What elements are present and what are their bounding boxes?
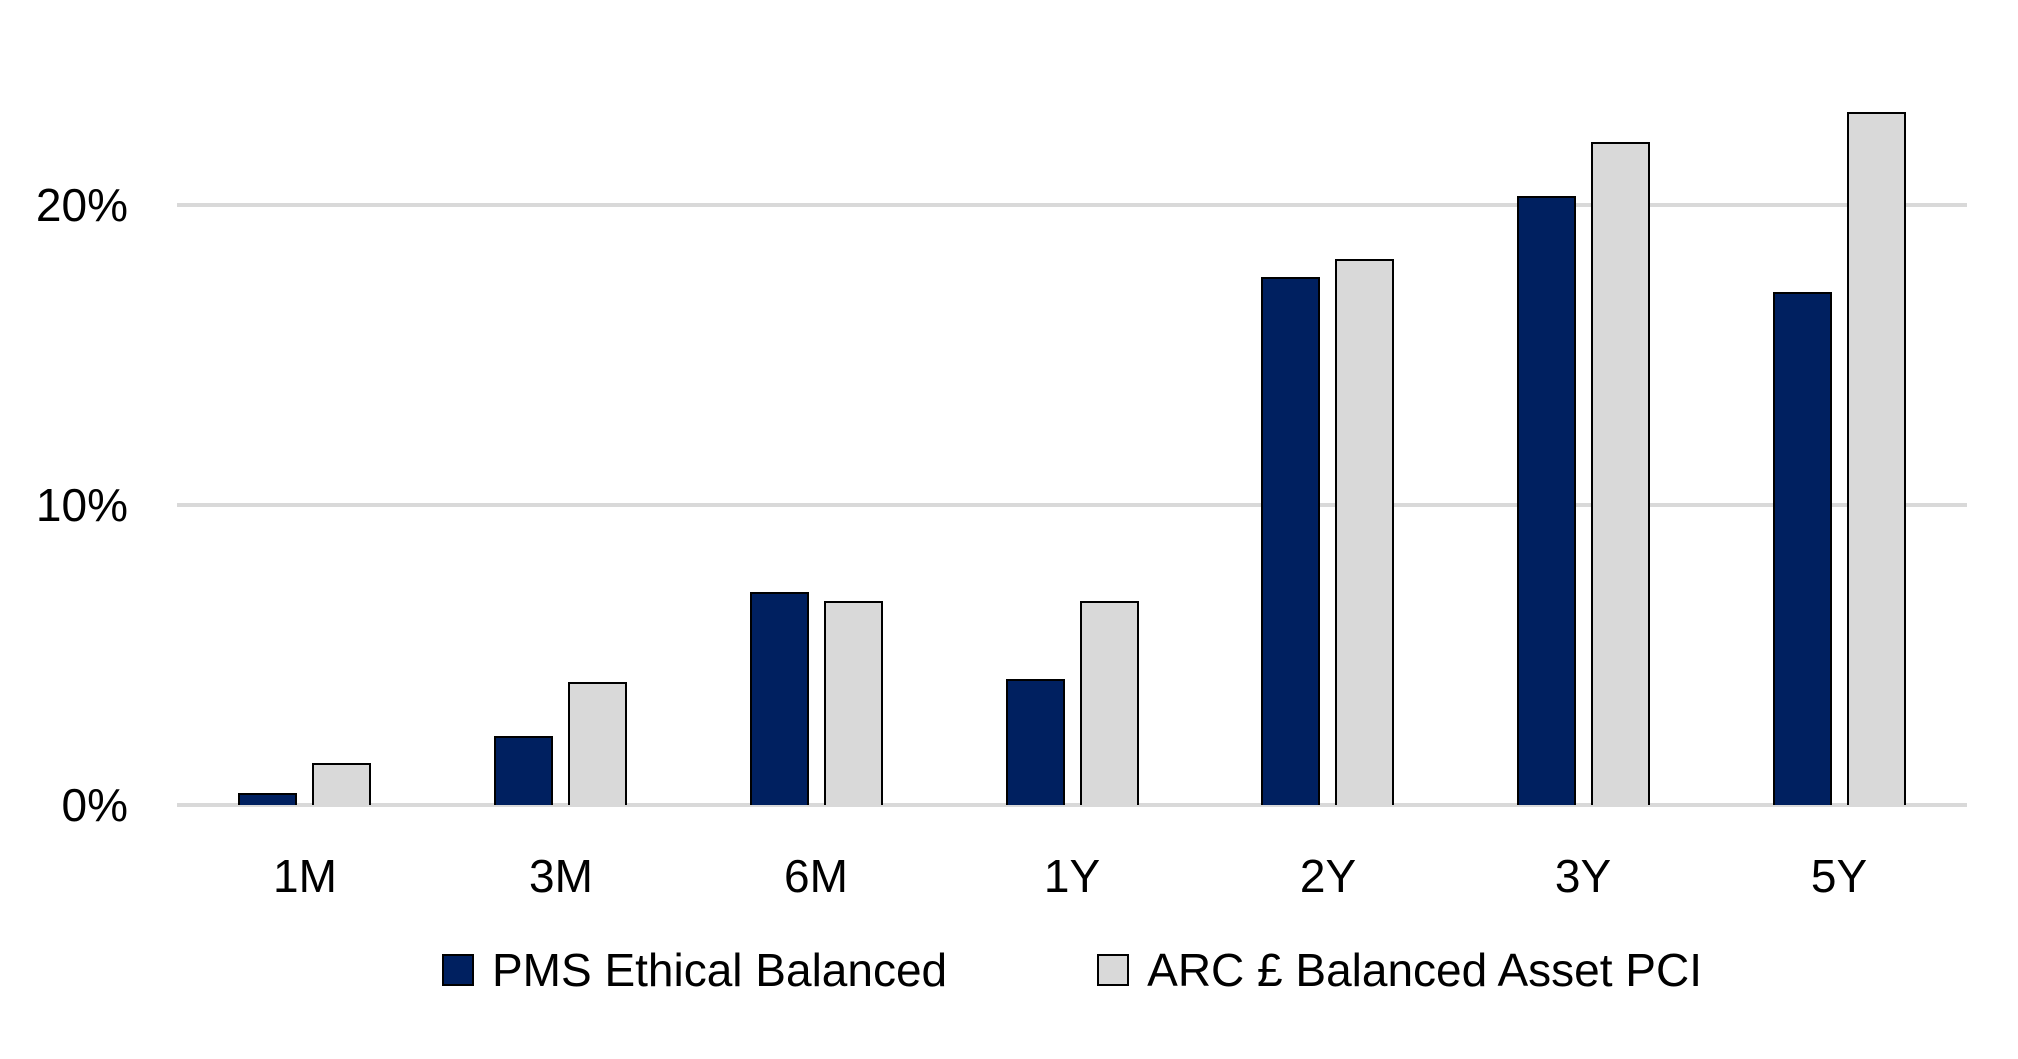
x-axis-tick-5y: 5Y xyxy=(1810,850,1868,902)
bar-arc-2y xyxy=(1335,259,1394,805)
x-axis-tick-1y: 1Y xyxy=(1043,850,1101,902)
bar-pms-1y xyxy=(1006,679,1065,805)
legend-item-pms: PMS Ethical Balanced xyxy=(442,942,947,998)
legend-label-arc: ARC £ Balanced Asset PCI xyxy=(1147,944,1702,996)
y-axis-tick-0pct: 0% xyxy=(61,779,128,831)
x-axis-tick-3m: 3M xyxy=(529,850,593,902)
legend-swatch-icon xyxy=(442,954,474,986)
bar-pms-5y xyxy=(1773,292,1832,805)
bar-pms-6m xyxy=(750,592,809,805)
bar-arc-3y xyxy=(1591,142,1650,805)
gridline-20pct xyxy=(177,203,1967,207)
y-axis-tick-10pct: 10% xyxy=(35,479,128,531)
y-axis-tick-20pct: 20% xyxy=(35,179,128,231)
gridline-10pct xyxy=(177,503,1967,507)
gridline-0pct xyxy=(177,803,1967,807)
x-axis-tick-3y: 3Y xyxy=(1554,850,1612,902)
bar-arc-1y xyxy=(1080,601,1139,805)
bar-pms-1m xyxy=(238,793,297,805)
bar-pms-3y xyxy=(1517,196,1576,805)
legend-swatch-icon xyxy=(1097,954,1130,986)
bar-pms-2y xyxy=(1261,277,1320,805)
bar-arc-1m xyxy=(312,763,371,805)
bar-arc-3m xyxy=(568,682,627,805)
legend-label-pms: PMS Ethical Balanced xyxy=(492,944,948,996)
legend: PMS Ethical Balanced ARC £ Balanced Asset… xyxy=(177,938,1967,1002)
bar-arc-5y xyxy=(1847,112,1906,805)
legend-item-arc: ARC £ Balanced Asset PCI xyxy=(1097,942,1702,998)
x-axis-tick-6m: 6M xyxy=(784,850,848,902)
bar-pms-3m xyxy=(494,736,553,805)
x-axis-tick-2y: 2Y xyxy=(1299,850,1357,902)
x-axis-tick-1m: 1M xyxy=(273,850,337,902)
bar-arc-6m xyxy=(824,601,883,805)
